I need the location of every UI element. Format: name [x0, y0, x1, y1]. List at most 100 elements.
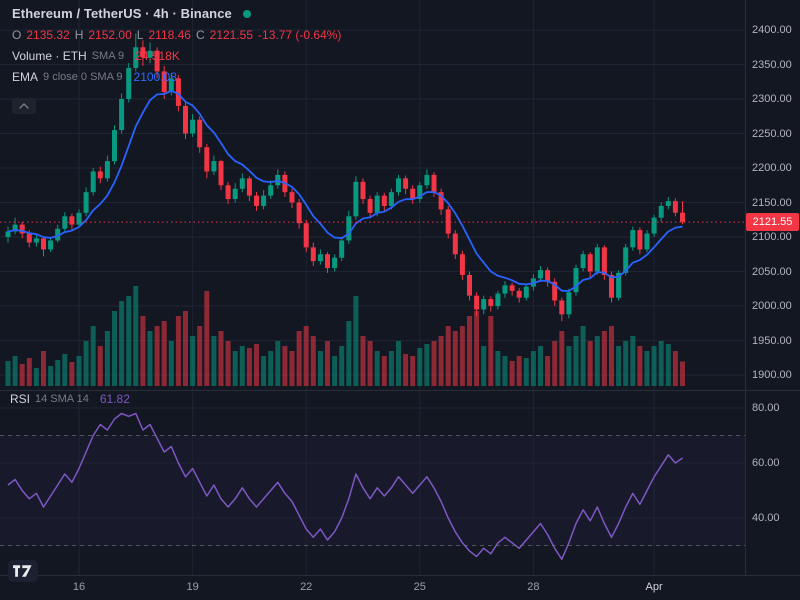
volume-bar	[381, 356, 387, 386]
volume-bar	[69, 362, 75, 386]
candle-body	[41, 238, 46, 250]
candle-body	[190, 119, 196, 134]
candle-body	[218, 161, 224, 186]
candle-body	[502, 285, 508, 294]
volume-bar	[538, 346, 543, 386]
candle-body	[147, 50, 153, 58]
high-value: 2152.00	[88, 28, 132, 42]
volume-bar	[594, 336, 600, 386]
time-tick-label: 25	[413, 581, 426, 593]
volume-bar	[438, 336, 444, 386]
candle-body	[381, 195, 387, 206]
volume-bar	[672, 351, 678, 386]
price-tick-label: 2100.00	[752, 231, 792, 243]
rsi-line	[7, 412, 683, 561]
volume-bar	[5, 361, 11, 386]
volume-legend-row[interactable]: Volume · ETH SMA 9 24.518K	[12, 49, 341, 63]
candle-body	[509, 285, 515, 291]
price-tick-label: 2400.00	[752, 24, 792, 36]
candle-body	[587, 254, 593, 272]
rsi-value: 61.82	[99, 392, 130, 406]
candle-body	[55, 228, 61, 241]
volume-bar	[48, 366, 54, 386]
time-tick-label: 28	[527, 581, 540, 593]
candle-body	[126, 67, 132, 99]
candle-body	[33, 238, 39, 243]
candle-body	[658, 205, 664, 218]
candle-body	[623, 247, 629, 273]
volume-bar	[637, 346, 643, 386]
candle-body	[672, 201, 678, 213]
volume-bar	[346, 321, 352, 386]
candle-body	[431, 174, 437, 193]
candle-body	[62, 216, 68, 229]
main-legend: Ethereum / TetherUS · 4h · Binance O 213…	[12, 6, 342, 114]
volume-bar	[552, 341, 558, 386]
rsi-legend[interactable]: RSI 14 SMA 14 61.82	[10, 392, 130, 413]
volume-bar	[190, 336, 196, 386]
change-value: -13.77 (-0.64%)	[258, 28, 342, 42]
volume-bar	[495, 351, 501, 386]
candle-body	[523, 286, 529, 298]
volume-bar	[530, 351, 536, 386]
volume-bar	[83, 341, 89, 386]
volume-bar	[140, 316, 146, 386]
volume-bar	[339, 346, 345, 386]
legend-collapse-button[interactable]	[12, 98, 36, 114]
candle-body	[97, 171, 103, 179]
candle-body	[119, 99, 125, 131]
volume-bar	[403, 354, 409, 386]
volume-bar	[474, 311, 480, 386]
volume-bar	[651, 346, 657, 386]
candle-body	[573, 268, 579, 293]
tradingview-logo[interactable]	[8, 560, 38, 582]
ema-legend-row[interactable]: EMA 9 close 0 SMA 9 2100.08	[12, 70, 341, 84]
price-tick-label: 2150.00	[752, 196, 792, 209]
ema-line	[7, 89, 683, 292]
open-label: O	[12, 28, 22, 42]
candle-body	[296, 202, 302, 224]
candle-body	[289, 192, 295, 203]
volume-bar	[104, 331, 110, 386]
volume-bar	[360, 336, 366, 386]
rsi-band-fill	[0, 435, 745, 546]
volume-bar	[587, 341, 593, 386]
price-axis[interactable]: 2400.00 2350.00 2300.00 2250.00 2200.00 2150.…	[746, 0, 800, 575]
candle-body	[339, 240, 345, 258]
volume-bar	[33, 368, 39, 386]
candle-body	[552, 281, 558, 301]
candle-body	[367, 199, 373, 213]
volume-bar	[154, 326, 160, 386]
time-tick-label: Apr	[645, 581, 663, 593]
symbol-title-row[interactable]: Ethereum / TetherUS · 4h · Binance	[12, 6, 341, 21]
candle-body	[630, 230, 636, 248]
candle-body	[665, 201, 671, 206]
candle-body	[69, 216, 75, 225]
time-axis[interactable]: 16 19 22 25 28 Apr	[0, 576, 745, 600]
volume-bar	[374, 351, 380, 386]
candle-body	[104, 161, 110, 179]
symbol-title: Ethereum / TetherUS · 4h · Binance	[12, 6, 232, 21]
candle-body	[48, 240, 54, 250]
volume-bar	[197, 326, 203, 386]
volume-indicator-name: Volume · ETH	[12, 49, 87, 63]
price-tick-label: 1900.00	[752, 369, 792, 381]
volume-bar	[325, 341, 330, 386]
candle-body	[211, 161, 217, 172]
time-tick-label: 19	[186, 581, 199, 593]
rsi-indicator-params: 14 SMA 14	[35, 393, 89, 405]
volume-bar	[211, 336, 217, 386]
volume-bar	[62, 354, 68, 386]
volume-bar	[126, 296, 132, 386]
volume-bar	[623, 341, 629, 386]
candle-body	[310, 247, 316, 262]
volume-bar	[665, 344, 671, 386]
candle-body	[353, 181, 359, 217]
time-tick-label: 16	[72, 581, 86, 593]
volume-bar	[246, 348, 252, 386]
candle-body	[680, 212, 685, 223]
candle-body	[481, 299, 487, 310]
volume-indicator-params: SMA 9	[91, 50, 125, 62]
candle-body	[516, 290, 522, 298]
